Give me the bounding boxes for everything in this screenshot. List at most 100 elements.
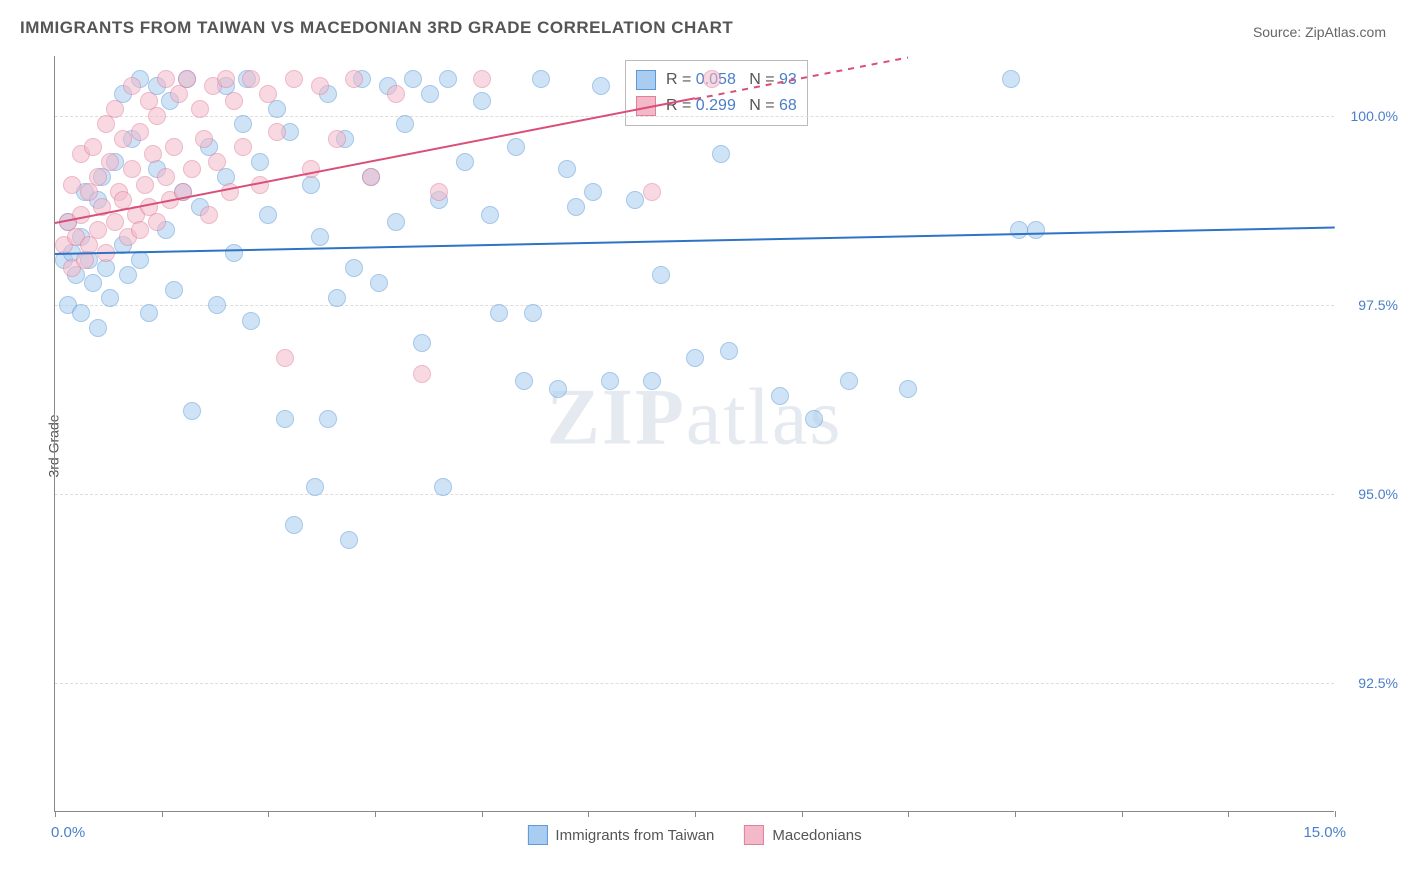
- scatter-point: [421, 85, 439, 103]
- scatter-point: [306, 478, 324, 496]
- grid-line: [55, 683, 1334, 684]
- scatter-point: [268, 123, 286, 141]
- legend-item-macedonians: Macedonians: [744, 825, 861, 845]
- scatter-point: [899, 380, 917, 398]
- scatter-point: [340, 531, 358, 549]
- scatter-point: [285, 516, 303, 534]
- scatter-point: [430, 183, 448, 201]
- scatter-point: [131, 221, 149, 239]
- scatter-point: [434, 478, 452, 496]
- scatter-point: [532, 70, 550, 88]
- scatter-point: [89, 168, 107, 186]
- scatter-point: [413, 334, 431, 352]
- scatter-point: [473, 70, 491, 88]
- scatter-point: [157, 70, 175, 88]
- scatter-point: [183, 402, 201, 420]
- y-tick-label: 95.0%: [1338, 486, 1398, 502]
- stat-swatch: [636, 70, 656, 90]
- scatter-point: [626, 191, 644, 209]
- scatter-point: [123, 160, 141, 178]
- y-tick-label: 92.5%: [1338, 675, 1398, 691]
- x-axis-min-label: 0.0%: [51, 824, 85, 841]
- scatter-point: [114, 191, 132, 209]
- scatter-point: [643, 183, 661, 201]
- scatter-point: [225, 92, 243, 110]
- scatter-point: [413, 365, 431, 383]
- scatter-point: [456, 153, 474, 171]
- scatter-point: [490, 304, 508, 322]
- x-tick: [802, 811, 803, 817]
- scatter-point: [345, 259, 363, 277]
- scatter-point: [259, 85, 277, 103]
- source-prefix: Source:: [1253, 24, 1305, 40]
- x-tick: [375, 811, 376, 817]
- scatter-point: [89, 319, 107, 337]
- scatter-point: [524, 304, 542, 322]
- scatter-point: [84, 138, 102, 156]
- plot-area: ZIPatlas R = 0.058 N = 93R = 0.299 N = 6…: [54, 56, 1334, 812]
- scatter-point: [276, 410, 294, 428]
- x-tick: [268, 811, 269, 817]
- scatter-point: [328, 289, 346, 307]
- scatter-point: [178, 70, 196, 88]
- chart-title: IMMIGRANTS FROM TAIWAN VS MACEDONIAN 3RD…: [20, 18, 733, 38]
- scatter-point: [101, 153, 119, 171]
- scatter-point: [183, 160, 201, 178]
- scatter-point: [805, 410, 823, 428]
- scatter-point: [131, 251, 149, 269]
- scatter-point: [686, 349, 704, 367]
- scatter-point: [148, 107, 166, 125]
- legend-swatch-macedonians: [744, 825, 764, 845]
- scatter-point: [72, 304, 90, 322]
- scatter-point: [119, 266, 137, 284]
- x-tick: [482, 811, 483, 817]
- legend: Immigrants from Taiwan Macedonians: [527, 825, 861, 845]
- x-tick: [1015, 811, 1016, 817]
- scatter-point: [195, 130, 213, 148]
- legend-item-taiwan: Immigrants from Taiwan: [527, 825, 714, 845]
- scatter-point: [106, 213, 124, 231]
- scatter-point: [276, 349, 294, 367]
- y-tick-label: 97.5%: [1338, 297, 1398, 313]
- scatter-point: [89, 221, 107, 239]
- scatter-point: [703, 70, 721, 88]
- scatter-point: [515, 372, 533, 390]
- scatter-point: [114, 130, 132, 148]
- scatter-point: [144, 145, 162, 163]
- scatter-point: [370, 274, 388, 292]
- scatter-point: [387, 213, 405, 231]
- x-tick: [1335, 811, 1336, 817]
- scatter-point: [840, 372, 858, 390]
- scatter-point: [592, 77, 610, 95]
- scatter-point: [251, 153, 269, 171]
- scatter-point: [601, 372, 619, 390]
- legend-swatch-taiwan: [527, 825, 547, 845]
- source-value: ZipAtlas.com: [1305, 24, 1386, 40]
- scatter-point: [106, 100, 124, 118]
- scatter-point: [549, 380, 567, 398]
- scatter-point: [328, 130, 346, 148]
- scatter-point: [396, 115, 414, 133]
- scatter-point: [311, 228, 329, 246]
- scatter-point: [165, 281, 183, 299]
- scatter-point: [1002, 70, 1020, 88]
- scatter-point: [387, 85, 405, 103]
- scatter-point: [567, 198, 585, 216]
- grid-line: [55, 305, 1334, 306]
- scatter-point: [101, 289, 119, 307]
- scatter-point: [285, 70, 303, 88]
- source-label: Source: ZipAtlas.com: [1253, 24, 1386, 40]
- scatter-point: [234, 115, 252, 133]
- scatter-point: [268, 100, 286, 118]
- x-tick: [695, 811, 696, 817]
- scatter-point: [165, 138, 183, 156]
- scatter-point: [771, 387, 789, 405]
- x-tick: [55, 811, 56, 817]
- x-tick: [1122, 811, 1123, 817]
- watermark: ZIPatlas: [547, 373, 843, 464]
- scatter-point: [140, 304, 158, 322]
- scatter-point: [558, 160, 576, 178]
- scatter-point: [439, 70, 457, 88]
- scatter-point: [234, 138, 252, 156]
- scatter-point: [712, 145, 730, 163]
